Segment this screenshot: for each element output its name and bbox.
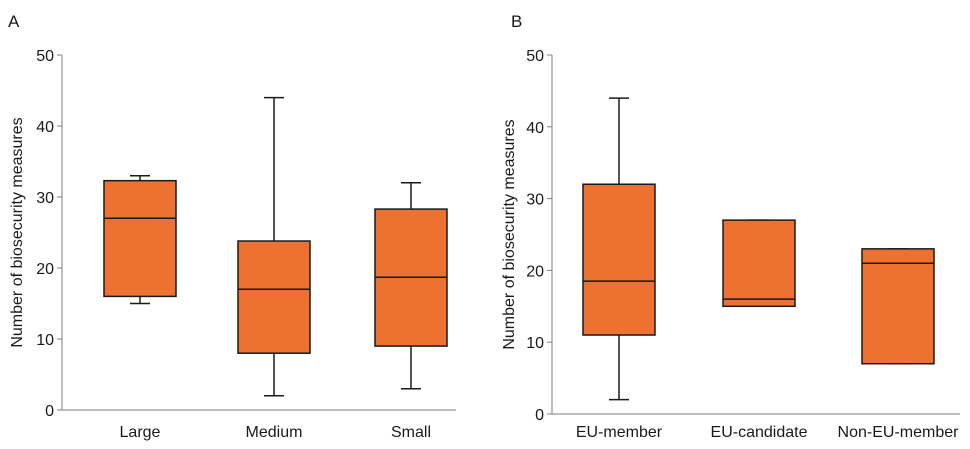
panel-a-box: [103, 179, 177, 298]
panel-a-box: [237, 240, 311, 354]
panel-b-y-tick-label: 40: [526, 120, 544, 137]
panel-a-category-label: Large: [120, 424, 161, 441]
panel-b-letter: B: [511, 12, 522, 31]
panel-b-box: [722, 219, 796, 308]
panel-b-category-label: Non-EU-member: [838, 424, 960, 441]
panel-a-y-tick-label: 40: [36, 119, 54, 136]
panel-b-y-tick-label: 0: [535, 407, 544, 424]
panel-a-y-tick-label: 30: [36, 190, 54, 207]
panel-b-y-tick-label: 30: [526, 192, 544, 209]
panel-b-category-label: EU-member: [576, 424, 663, 441]
panel-a-y-tick-label: 50: [36, 48, 54, 65]
panel-b-y-tick-label: 50: [526, 48, 544, 65]
panel-b-y-tick-label: 10: [526, 335, 544, 352]
panel-a-y-axis-label: Number of biosecurity measures: [9, 117, 26, 347]
panel-a-y-tick-label: 10: [36, 332, 54, 349]
panel-a-y-tick-label: 0: [45, 403, 54, 420]
panel-b-category-label: EU-candidate: [711, 424, 808, 441]
panel-b-box: [582, 183, 656, 336]
panel-a-category-label: Small: [391, 424, 431, 441]
panel-a-category-label: Medium: [246, 424, 303, 441]
panel-a-letter: A: [8, 12, 20, 31]
panel-a-y-tick-label: 20: [36, 261, 54, 278]
chart-marks: 0 10 20 30 40 50 Large Medium Small 0 10 20 30 40 50 EU…: [36, 48, 960, 441]
panel-b-y-tick-label: 20: [526, 263, 544, 280]
panel-b-box: [861, 248, 935, 365]
panel-b-y-axis-label: Number of biosecurity measures: [501, 119, 518, 349]
